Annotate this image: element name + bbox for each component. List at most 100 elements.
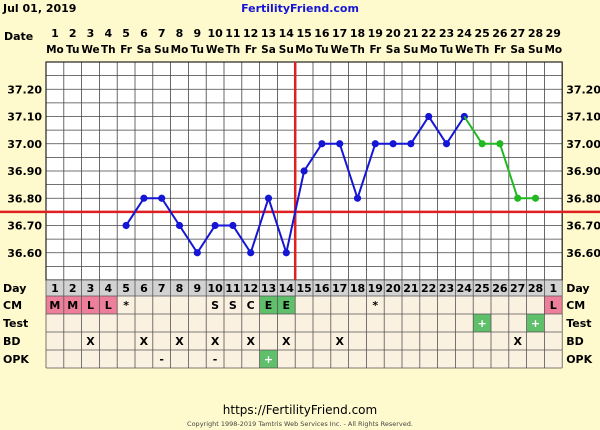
cm-cell-highlight [63, 296, 82, 314]
date-number: 3 [87, 27, 95, 40]
date-label: Date [4, 30, 33, 43]
date-number: 13 [261, 27, 276, 40]
y-tick-label-left: 36.80 [7, 192, 42, 205]
date-number: 17 [332, 27, 347, 40]
bd-label-right: BD [566, 335, 584, 348]
temperature-point [282, 249, 290, 257]
date-number: 10 [207, 27, 223, 40]
cycle-day-number: 9 [193, 282, 201, 295]
weekday-label: Tu [191, 44, 204, 56]
cycle-day-number: 2 [69, 282, 77, 295]
date-number: 11 [225, 27, 240, 40]
cycle-day-number: 23 [439, 282, 454, 295]
weekday-label: Sa [510, 44, 525, 56]
date-number: 27 [510, 27, 525, 40]
date-number: 15 [296, 27, 311, 40]
cycle-day-number: 11 [225, 282, 240, 295]
temperature-point [229, 221, 237, 230]
temperature-point [300, 167, 308, 175]
cycle-day-number: 12 [243, 282, 258, 295]
opk-label-left: OPK [3, 353, 29, 366]
y-tick-label-right: 36.60 [566, 247, 600, 260]
date-number: 22 [421, 27, 436, 40]
date-number: 2 [69, 27, 77, 40]
test-cell-highlight [526, 314, 545, 332]
temperature-point [353, 194, 362, 202]
cm-label-left: CM [3, 299, 22, 312]
day-row-background [46, 280, 563, 296]
temperature-point [193, 249, 201, 257]
cm-cell-value: L [87, 299, 94, 312]
weekday-label: Th [475, 44, 490, 56]
site-name[interactable]: FertilityFriend.com [241, 2, 359, 15]
y-tick-label-right: 37.10 [566, 111, 600, 124]
test-cell-value: + [477, 317, 486, 330]
temperature-point [407, 140, 415, 148]
y-tick-label-left: 36.70 [7, 220, 42, 233]
weekday-label: Sa [137, 44, 152, 56]
temperature-plot [0, 61, 600, 281]
weekday-label: Fr [245, 44, 258, 56]
temperature-point [211, 221, 219, 230]
post-cycle-point [514, 194, 522, 202]
date-number: 1 [51, 27, 59, 40]
opk-cell-value: - [159, 353, 164, 366]
bd-cell-value: X [140, 335, 149, 348]
footer-url[interactable]: https://FertilityFriend.com [223, 403, 377, 417]
date-number: 18 [350, 27, 365, 40]
cm-cell-value: L [105, 299, 112, 312]
cm-cell-highlight [544, 296, 563, 314]
weekday-label: Su [528, 44, 543, 56]
date-number: 9 [193, 27, 201, 40]
cm-cell-highlight [99, 296, 118, 314]
cm-cell-highlight [81, 296, 100, 314]
cm-cell-highlight [277, 296, 296, 314]
cycle-day-number: 22 [421, 282, 436, 295]
weekday-label: We [206, 44, 224, 56]
opk-cell-value: - [213, 353, 218, 366]
weekday-label: Th [350, 44, 365, 56]
cycle-day-number: 10 [207, 282, 223, 295]
temperature-point [264, 194, 273, 202]
date-number: 26 [492, 27, 508, 40]
opk-label-right: OPK [566, 353, 592, 366]
date-number: 16 [314, 27, 330, 40]
cycle-day-number: 20 [385, 282, 401, 295]
cycle-day-number: 5 [122, 282, 130, 295]
weekday-label: Mo [46, 44, 64, 56]
post-cycle-point [478, 140, 486, 148]
cm-cell-value: E [283, 299, 291, 312]
opk-cell-highlight [259, 350, 278, 368]
y-tick-label-right: 37.00 [566, 138, 600, 151]
cycle-day-number: 15 [296, 282, 311, 295]
cycle-day-number: 1 [51, 282, 59, 295]
cycle-day-number: 14 [279, 282, 295, 295]
y-tick-label-left: 36.60 [7, 247, 42, 260]
temperature-point [247, 249, 255, 257]
date-number: 6 [140, 27, 148, 40]
cm-cell-value: C [247, 299, 255, 312]
date-number: 23 [439, 27, 454, 40]
cycle-day-number: 16 [314, 282, 330, 295]
cm-cell-value: M [67, 299, 78, 312]
weekday-label: Tu [66, 44, 79, 56]
bd-cell-value: X [246, 335, 255, 348]
temperature-point [140, 194, 148, 202]
bd-cell-value: X [211, 335, 220, 348]
date-number: 5 [122, 27, 130, 40]
cycle-day-number: 1 [549, 282, 557, 295]
weekday-label: Mo [544, 44, 562, 56]
cycle-day-number: 17 [332, 282, 347, 295]
date-number: 29 [546, 27, 561, 40]
date-number: 12 [243, 27, 258, 40]
y-tick-label-right: 37.20 [566, 83, 600, 96]
date-number: 14 [279, 27, 295, 40]
cycle-day-number: 6 [140, 282, 148, 295]
date-number: 28 [528, 27, 543, 40]
date-number: 7 [158, 27, 166, 40]
footer-copyright: Copyright 1998-2019 Tamtris Web Services… [187, 420, 413, 428]
cm-cell-value: * [372, 299, 378, 312]
footer: https://FertilityFriend.com Copyright 19… [187, 403, 413, 428]
cm-cell-value: S [229, 299, 237, 312]
